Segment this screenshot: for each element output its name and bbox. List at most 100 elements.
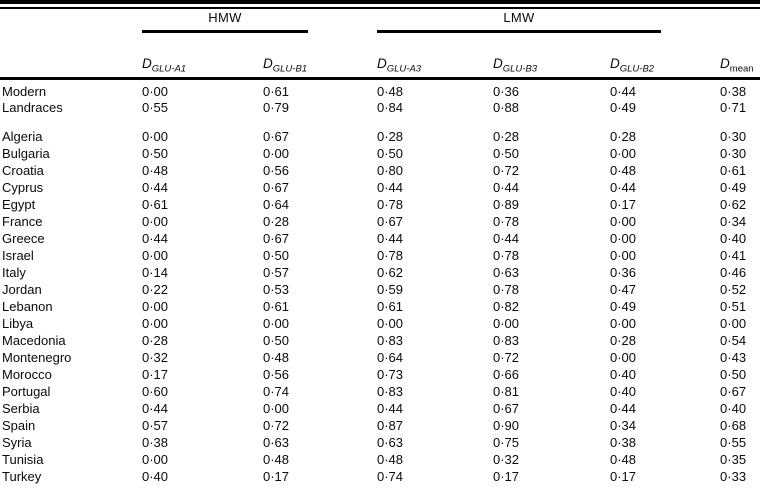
row-label: Modern — [2, 84, 47, 99]
value-cell: 0·82 — [493, 299, 520, 314]
value-cell: 0·48 — [263, 350, 290, 365]
value-cell: 0·00 — [142, 299, 169, 314]
group-spacer — [0, 116, 760, 128]
value-cell: 0·48 — [610, 163, 637, 178]
value-cell: 0·22 — [142, 282, 169, 297]
table-row: Bulgaria 0·50 0·00 0·50 0·50 0·00 0·30 — [0, 145, 760, 162]
value-cell: 0·00 — [263, 146, 290, 161]
value-cell: 0·54 — [720, 333, 747, 348]
value-cell: 0·67 — [263, 231, 290, 246]
table-row: Egypt 0·61 0·64 0·78 0·89 0·17 0·62 — [0, 196, 760, 213]
value-cell: 0·62 — [377, 265, 404, 280]
value-cell: 0·63 — [263, 435, 290, 450]
table-row: Serbia 0·44 0·00 0·44 0·67 0·44 0·40 — [0, 400, 760, 417]
value-cell: 0·50 — [377, 146, 404, 161]
value-cell: 0·63 — [493, 265, 520, 280]
value-cell: 0·56 — [263, 163, 290, 178]
value-cell: 0·44 — [377, 401, 404, 416]
value-cell: 0·44 — [377, 180, 404, 195]
value-cell: 0·28 — [377, 129, 404, 144]
value-cell: 0·51 — [720, 299, 747, 314]
value-cell: 0·00 — [142, 129, 169, 144]
value-cell: 0·87 — [377, 418, 404, 433]
table-row: Italy 0·14 0·57 0·62 0·63 0·36 0·46 — [0, 264, 760, 281]
value-cell: 0·34 — [610, 418, 637, 433]
table-row: Greece 0·44 0·67 0·44 0·44 0·00 0·40 — [0, 230, 760, 247]
value-cell: 0·83 — [493, 333, 520, 348]
value-cell: 0·68 — [720, 418, 747, 433]
value-cell: 0·44 — [377, 231, 404, 246]
table-row: Cyprus 0·44 0·67 0·44 0·44 0·44 0·49 — [0, 179, 760, 196]
value-cell: 0·28 — [263, 214, 290, 229]
value-cell: 0·00 — [142, 84, 169, 99]
lmw-label: LMW — [503, 10, 535, 25]
table-row: Morocco 0·17 0·56 0·73 0·66 0·40 0·50 — [0, 366, 760, 383]
value-cell: 0·89 — [493, 197, 520, 212]
row-label: Greece — [2, 231, 45, 246]
row-label: Jordan — [2, 282, 42, 297]
table-row: Modern 0·00 0·61 0·48 0·36 0·44 0·38 — [0, 79, 760, 101]
value-cell: 0·48 — [610, 452, 637, 467]
group-header-row: HMW LMW — [0, 9, 760, 33]
table-row: Macedonia 0·28 0·50 0·83 0·83 0·28 0·54 — [0, 332, 760, 349]
value-cell: 0·40 — [142, 469, 169, 484]
corner-cell — [0, 9, 142, 33]
value-cell: 0·78 — [377, 248, 404, 263]
value-cell: 0·44 — [142, 180, 169, 195]
value-cell: 0·33 — [720, 469, 747, 484]
value-cell: 0·48 — [263, 452, 290, 467]
row-label: France — [2, 214, 43, 229]
row-label: Montenegro — [2, 350, 72, 365]
row-label: Croatia — [2, 163, 44, 178]
value-cell: 0·17 — [142, 367, 169, 382]
value-cell: 0·66 — [493, 367, 520, 382]
value-cell: 0·74 — [377, 469, 404, 484]
table-row: Israel 0·00 0·50 0·78 0·78 0·00 0·41 — [0, 247, 760, 264]
hmw-label: HMW — [208, 10, 242, 25]
value-cell: 0·64 — [377, 350, 404, 365]
value-cell: 0·49 — [610, 299, 637, 314]
hmw-spanner-rule: HMW — [142, 10, 308, 33]
value-cell: 0·55 — [720, 435, 747, 450]
value-cell: 0·44 — [142, 401, 169, 416]
value-cell: 0·72 — [493, 350, 520, 365]
value-cell: 0·57 — [142, 418, 169, 433]
value-cell: 0·28 — [493, 129, 520, 144]
row-label: Portugal — [2, 384, 51, 399]
value-cell: 0·78 — [493, 214, 520, 229]
table-row: Landraces 0·55 0·79 0·84 0·88 0·49 0·71 — [0, 100, 760, 116]
value-cell: 0·88 — [493, 100, 520, 115]
value-cell: 0·28 — [610, 333, 637, 348]
row-label: Israel — [2, 248, 34, 263]
value-cell: 0·52 — [720, 282, 747, 297]
row-label: Turkey — [2, 469, 42, 484]
value-cell: 0·00 — [610, 350, 637, 365]
value-cell: 0·61 — [720, 163, 747, 178]
value-cell: 0·00 — [263, 401, 290, 416]
table-row: Algeria 0·00 0·67 0·28 0·28 0·28 0·30 — [0, 128, 760, 145]
value-cell: 0·43 — [720, 350, 747, 365]
value-cell: 0·38 — [610, 435, 637, 450]
value-cell: 0·41 — [720, 248, 747, 263]
value-cell: 0·62 — [720, 197, 747, 212]
value-cell: 0·32 — [493, 452, 520, 467]
value-cell: 0·28 — [142, 333, 169, 348]
value-cell: 0·30 — [720, 146, 747, 161]
value-cell: 0·44 — [142, 231, 169, 246]
value-cell: 0·00 — [142, 214, 169, 229]
value-cell: 0·47 — [610, 282, 637, 297]
value-cell: 0·78 — [493, 248, 520, 263]
row-label: Cyprus — [2, 180, 44, 195]
table-row: Spain 0·57 0·72 0·87 0·90 0·34 0·68 — [0, 417, 760, 434]
table-row: Turkey 0·40 0·17 0·74 0·17 0·17 0·33 — [0, 468, 760, 485]
value-cell: 0·44 — [610, 180, 637, 195]
value-cell: 0·67 — [377, 214, 404, 229]
lmw-spanner-rule: LMW — [377, 10, 661, 33]
data-table: HMW LMW DGLU-A1 DGLU-B1 — [0, 9, 760, 485]
value-cell: 0·67 — [263, 129, 290, 144]
value-cell: 0·00 — [610, 316, 637, 331]
value-cell: 0·50 — [493, 146, 520, 161]
value-cell: 0·61 — [377, 299, 404, 314]
table-row: Croatia 0·48 0·56 0·80 0·72 0·48 0·61 — [0, 162, 760, 179]
